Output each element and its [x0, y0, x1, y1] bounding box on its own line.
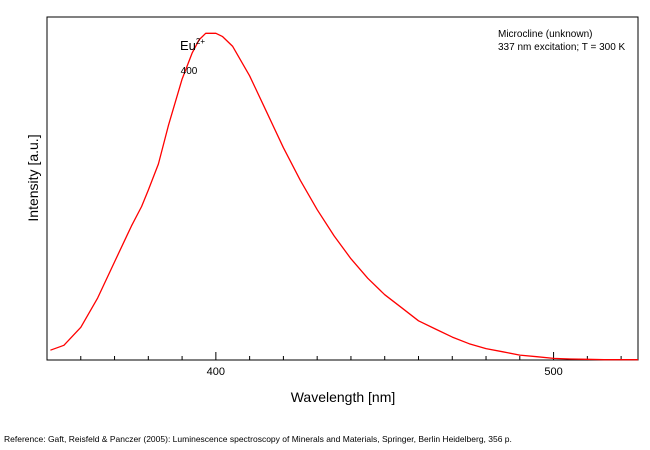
spectrum-line	[50, 32, 638, 361]
sample-label: Microcline (unknown)	[498, 29, 592, 40]
x-tick-label: 400	[207, 366, 225, 378]
y-axis-label: Intensity [a.u.]	[25, 134, 41, 221]
peak-label: 400	[181, 66, 198, 77]
plot-frame	[46, 16, 639, 361]
x-axis-ticks	[46, 352, 622, 360]
ion-charge: 2+	[196, 37, 205, 46]
x-tick-label: 500	[544, 366, 562, 378]
reference-text: Reference: Gaft, Reisfeld & Panczer (200…	[4, 434, 512, 444]
x-axis-tick-labels: 400 500	[207, 366, 563, 378]
x-axis-label: Wavelength [nm]	[291, 389, 396, 405]
ion-label: Eu2+	[180, 37, 205, 53]
conditions-label: 337 nm excitation; T = 300 K	[498, 42, 626, 53]
series-layer	[50, 32, 638, 361]
ion-symbol: Eu	[180, 38, 196, 53]
